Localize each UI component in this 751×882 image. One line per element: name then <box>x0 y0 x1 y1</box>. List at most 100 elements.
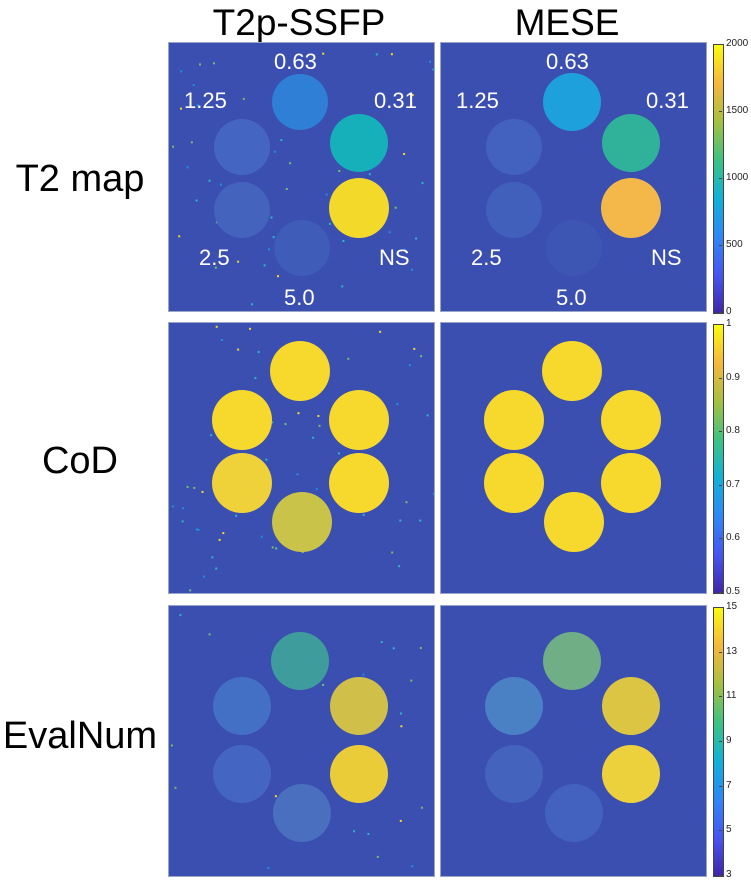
vial-lower-left <box>213 745 271 803</box>
colorbar-tick-mark <box>719 830 722 832</box>
noise-pixel <box>195 528 198 531</box>
vial-label-125: 1.25 <box>456 88 499 113</box>
noise-pixel <box>391 551 394 554</box>
colorbar-cod <box>713 324 724 594</box>
vial-lower-right <box>602 745 660 803</box>
colorbar-tick-label: 1500 <box>726 105 749 116</box>
colorbar-tick-label: 7 <box>726 779 732 791</box>
noise-pixel <box>190 141 193 144</box>
noise-pixel <box>192 84 195 87</box>
vial-top <box>542 341 602 401</box>
vial-upper-right <box>329 390 389 450</box>
vial-label-50: 5.0 <box>284 285 315 310</box>
noise-pixel <box>268 248 270 251</box>
noise-pixel <box>342 240 345 242</box>
vial-upper-right <box>330 677 388 735</box>
noise-pixel <box>195 199 198 202</box>
noise-pixel <box>392 647 395 650</box>
noise-pixel <box>408 364 411 367</box>
noise-pixel <box>284 423 287 426</box>
noise-pixel <box>214 266 217 269</box>
noise-pixel <box>220 339 223 341</box>
noise-pixel <box>421 182 424 185</box>
noise-pixel <box>362 513 365 516</box>
noise-pixel <box>322 683 325 686</box>
colorbar-tick-mark <box>719 484 722 486</box>
vial-25 <box>486 182 542 238</box>
noise-pixel <box>301 551 304 554</box>
noise-pixel <box>410 679 413 682</box>
noise-pixel <box>222 532 225 535</box>
vial-bottom <box>273 784 331 842</box>
noise-pixel <box>178 235 181 238</box>
colorbar-tick-label: 1000 <box>726 172 749 183</box>
noise-pixel <box>379 330 382 333</box>
noise-pixel <box>208 179 211 182</box>
noise-pixel <box>237 260 240 263</box>
colorbar-tick-label: 0.6 <box>726 532 740 544</box>
colorbar-tick-label: 9 <box>726 735 732 746</box>
noise-pixel <box>405 501 408 504</box>
panel-cod-t2p-ssfp <box>168 322 435 594</box>
colorbar-tick-mark <box>719 696 722 698</box>
vial-125 <box>214 119 270 175</box>
colorbar-tick-mark <box>719 431 722 433</box>
vial-label-ns: NS <box>651 245 682 270</box>
colorbar-tick-label: 500 <box>726 239 743 250</box>
vial-upper-left <box>484 390 544 450</box>
noise-pixel <box>296 473 299 476</box>
noise-pixel <box>297 412 300 415</box>
colorbar-tick-mark <box>719 324 722 325</box>
noise-pixel <box>315 488 318 491</box>
colorbar-tick-mark <box>719 178 722 179</box>
noise-pixel <box>260 535 263 538</box>
vial-top <box>271 632 329 690</box>
noise-pixel <box>242 97 245 100</box>
panel-t2map-t2p-ssfp: 0.63 1.25 0.31 2.5 NS 5.0 <box>168 42 435 312</box>
noise-pixel <box>390 53 393 56</box>
noise-pixel <box>267 867 270 869</box>
noise-pixel <box>328 222 331 225</box>
noise-pixel <box>432 493 434 495</box>
colorbar-tick-label: 3 <box>726 869 732 880</box>
noise-pixel <box>254 377 257 380</box>
colorbar-tick-label: 0.5 <box>726 586 740 597</box>
noise-pixel <box>213 62 215 65</box>
noise-pixel <box>208 633 211 636</box>
noise-pixel <box>341 285 344 288</box>
noise-pixel <box>419 519 422 522</box>
noise-pixel <box>274 150 276 153</box>
noise-pixel <box>237 348 240 351</box>
noise-pixel <box>394 206 397 209</box>
noise-pixel <box>265 458 268 461</box>
panel-cod-mese <box>440 322 707 594</box>
noise-pixel <box>318 424 321 427</box>
noise-pixel <box>220 183 222 186</box>
vial-031 <box>330 114 388 172</box>
colorbar-tick-mark <box>719 44 722 45</box>
noise-pixel <box>419 647 422 649</box>
vial-031 <box>602 114 660 172</box>
colorbar-tick-mark <box>719 607 722 608</box>
noise-pixel <box>325 193 328 196</box>
noise-pixel <box>420 355 423 358</box>
vial-063 <box>543 73 601 131</box>
noise-pixel <box>271 546 274 549</box>
colorbar-tick-mark <box>719 785 722 787</box>
panel-evalnum-mese <box>440 605 707 877</box>
colorbar-tick-mark <box>719 741 722 742</box>
noise-pixel <box>367 833 370 835</box>
vial-upper-left <box>485 677 543 735</box>
colorbar-tick-label: 0.7 <box>726 478 740 490</box>
noise-pixel <box>277 275 279 278</box>
column-title-t2p-ssfp: T2p-SSFP <box>212 2 386 43</box>
vial-125 <box>486 119 542 175</box>
vial-063 <box>272 74 328 130</box>
noise-pixel <box>271 421 274 424</box>
noise-pixel <box>411 94 414 97</box>
noise-pixel <box>413 347 416 350</box>
noise-pixel <box>312 436 315 439</box>
vial-ns <box>601 178 661 238</box>
vial-label-25: 2.5 <box>471 245 502 270</box>
vial-label-ns: NS <box>379 245 410 270</box>
